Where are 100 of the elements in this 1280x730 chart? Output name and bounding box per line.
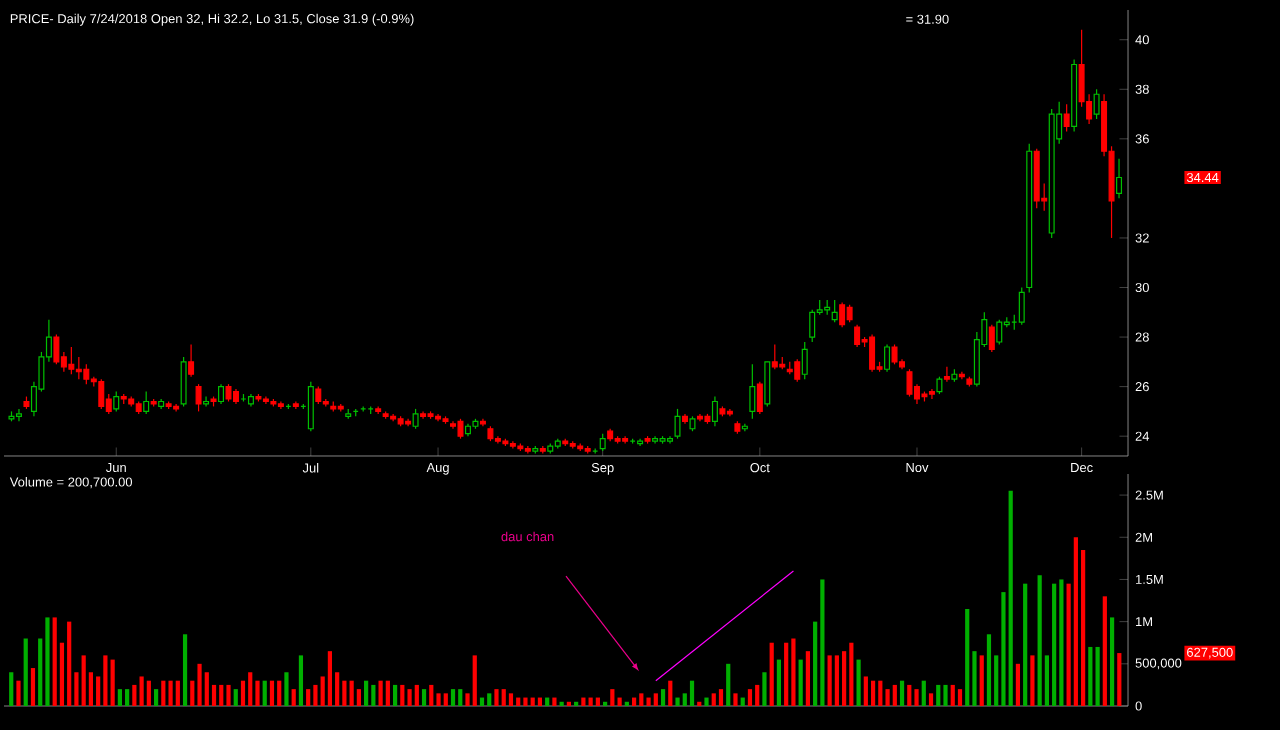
bar: [240, 680, 246, 706]
bar: [1030, 655, 1035, 706]
bar: [726, 663, 731, 706]
candlestick: [674, 408, 681, 440]
bar: [617, 697, 622, 706]
candlestick: [996, 319, 1003, 346]
bar: [704, 697, 709, 706]
bar: [1109, 617, 1115, 706]
bar: [472, 655, 477, 706]
bar: [986, 634, 992, 706]
candlestick: [711, 395, 718, 427]
bar: [429, 684, 434, 706]
bar: [450, 689, 456, 706]
bar: [863, 676, 868, 706]
bar: [23, 638, 28, 706]
candlestick: [906, 368, 913, 398]
bar: [610, 689, 615, 706]
candlestick: [891, 343, 898, 365]
bar: [371, 684, 376, 706]
bar: [356, 689, 361, 706]
bar: [443, 693, 448, 706]
bar: [842, 651, 847, 706]
bar: [1008, 490, 1013, 706]
bar: [870, 680, 876, 706]
bar: [849, 642, 854, 706]
bar: [117, 689, 122, 706]
bar: [740, 697, 745, 706]
candlestick: [188, 343, 195, 378]
candlestick: [218, 383, 225, 405]
candlestick: [839, 301, 846, 328]
bar: [856, 659, 861, 706]
bar: [284, 672, 289, 706]
candlestick: [1093, 88, 1100, 120]
candlestick: [547, 445, 554, 452]
bar: [400, 684, 405, 706]
candlestick: [98, 378, 105, 410]
bar: [168, 680, 173, 706]
bar: [820, 579, 825, 706]
bar: [791, 638, 796, 706]
bar: [508, 693, 514, 706]
bar: [907, 684, 912, 706]
bar: [798, 659, 803, 706]
candlestick: [1063, 103, 1070, 133]
bar: [392, 684, 398, 706]
bar: [291, 689, 296, 706]
bar: [776, 659, 782, 706]
bar: [306, 689, 311, 706]
candlestick: [988, 324, 995, 353]
bar: [892, 684, 897, 706]
candlestick: [412, 408, 419, 430]
bar: [81, 655, 86, 706]
bar: [1095, 646, 1100, 706]
bar: [921, 680, 926, 706]
bar: [262, 680, 267, 706]
bar: [762, 672, 767, 706]
bar: [219, 684, 224, 706]
candlestick: [307, 381, 314, 432]
bar: [689, 680, 695, 706]
bar: [718, 689, 724, 706]
bar: [1102, 596, 1107, 706]
bar: [878, 680, 883, 706]
bar: [146, 680, 151, 706]
bar: [899, 680, 905, 706]
bar: [639, 693, 644, 706]
candlestick: [457, 418, 464, 440]
candlestick: [809, 309, 816, 343]
bar: [161, 680, 166, 706]
bar: [226, 684, 231, 706]
bar: [277, 680, 282, 706]
bar: [30, 668, 36, 706]
candlestick: [143, 390, 150, 415]
candlestick: [854, 324, 861, 348]
bar: [125, 689, 130, 706]
bar: [364, 680, 369, 706]
bar: [537, 697, 543, 706]
bar: [132, 684, 137, 706]
candlestick: [801, 341, 808, 380]
bar: [204, 672, 209, 706]
bar: [16, 680, 21, 706]
candlestick: [53, 333, 60, 365]
bar: [653, 693, 658, 706]
candlestick: [869, 333, 876, 373]
bar: [421, 689, 427, 706]
bar: [255, 680, 260, 706]
bar: [233, 689, 238, 706]
bar: [298, 655, 304, 706]
bar: [965, 608, 970, 706]
bar: [153, 689, 159, 706]
candlestick: [764, 361, 771, 408]
bar: [784, 642, 789, 706]
bar: [827, 655, 832, 706]
candlestick: [1116, 158, 1123, 199]
bar: [487, 693, 492, 706]
bar: [175, 680, 180, 706]
bar: [885, 689, 890, 706]
bar: [67, 621, 72, 706]
candlestick: [884, 343, 891, 373]
bar: [182, 634, 188, 706]
bar: [552, 697, 557, 706]
bar: [1037, 575, 1042, 706]
